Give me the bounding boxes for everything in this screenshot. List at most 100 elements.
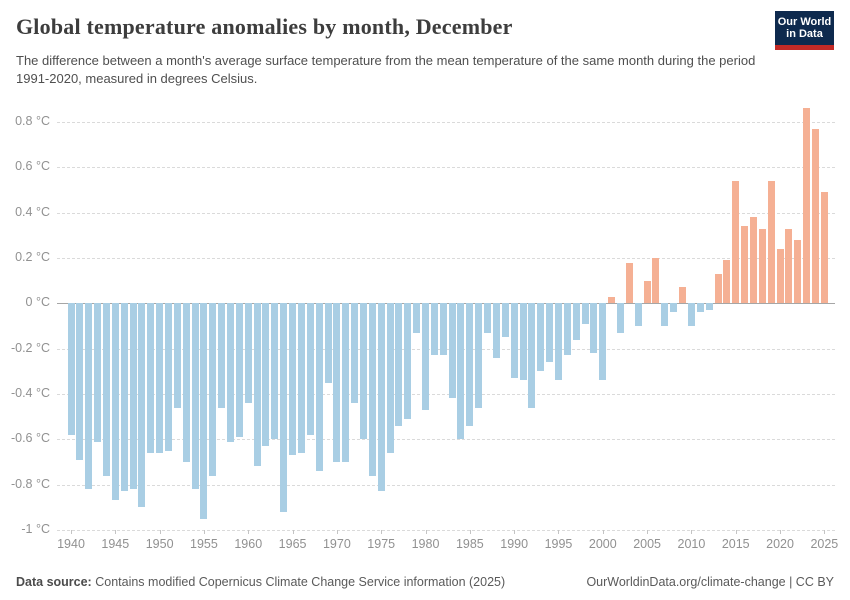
bar-2012[interactable]: [705, 303, 713, 311]
bar-2007[interactable]: [661, 303, 669, 326]
bar-1999[interactable]: [590, 303, 598, 354]
bar-1985[interactable]: [466, 303, 474, 426]
bar-1941[interactable]: [76, 303, 84, 460]
bar-1950[interactable]: [156, 303, 164, 453]
bar-1979[interactable]: [413, 303, 421, 333]
bar-1940[interactable]: [67, 303, 75, 435]
x-axis-tick: [514, 530, 516, 534]
bar-1949[interactable]: [147, 303, 155, 453]
bar-1966[interactable]: [297, 303, 305, 453]
bar-1954[interactable]: [191, 303, 199, 490]
bar-2009[interactable]: [679, 287, 687, 304]
bar-2017[interactable]: [749, 217, 757, 304]
bar-2025[interactable]: [820, 192, 828, 304]
bar-1989[interactable]: [501, 303, 509, 338]
bar-2023[interactable]: [803, 108, 811, 304]
bar-2024[interactable]: [812, 128, 819, 304]
bar-1987[interactable]: [484, 303, 492, 333]
bar-2014[interactable]: [723, 260, 731, 304]
bar-2013[interactable]: [714, 273, 722, 304]
y-axis-label: -0.2 °C: [10, 340, 50, 355]
bar-1961[interactable]: [253, 303, 261, 467]
bar-1978[interactable]: [404, 303, 412, 419]
bar-1986[interactable]: [475, 303, 483, 408]
bar-1942[interactable]: [85, 303, 93, 490]
bar-1967[interactable]: [306, 303, 314, 435]
bar-2010[interactable]: [687, 303, 695, 326]
bar-2000[interactable]: [599, 303, 607, 381]
bar-1963[interactable]: [271, 303, 279, 440]
bar-1952[interactable]: [173, 303, 181, 408]
bar-1973[interactable]: [359, 303, 367, 440]
bar-2021[interactable]: [785, 228, 793, 304]
bar-2006[interactable]: [652, 257, 660, 304]
owid-logo[interactable]: Our World in Data: [775, 11, 834, 50]
bar-1943[interactable]: [94, 303, 102, 442]
bar-2016[interactable]: [741, 226, 749, 304]
x-axis-tick: [735, 530, 737, 534]
bar-2022[interactable]: [794, 239, 802, 304]
x-axis-tick: [469, 530, 471, 534]
bar-2015[interactable]: [732, 180, 740, 304]
bar-1995[interactable]: [554, 303, 562, 381]
footer-credit-link[interactable]: OurWorldinData.org/climate-change | CC B…: [586, 575, 834, 589]
bar-1975[interactable]: [377, 303, 385, 492]
bar-2003[interactable]: [625, 262, 633, 304]
bar-1959[interactable]: [235, 303, 243, 438]
bar-1997[interactable]: [572, 303, 580, 340]
bar-1960[interactable]: [244, 303, 252, 404]
bar-1965[interactable]: [289, 303, 297, 456]
bar-1968[interactable]: [315, 303, 323, 472]
bar-1983[interactable]: [448, 303, 456, 399]
bar-1998[interactable]: [581, 303, 589, 324]
bar-1971[interactable]: [342, 303, 350, 462]
bar-1955[interactable]: [200, 303, 208, 519]
bar-2018[interactable]: [758, 228, 766, 304]
bar-2020[interactable]: [776, 248, 784, 304]
bar-1984[interactable]: [457, 303, 465, 440]
chart-subtitle: The difference between a month's average…: [16, 53, 756, 87]
bar-1996[interactable]: [563, 303, 571, 356]
x-axis-label: 1995: [544, 537, 573, 551]
bar-1953[interactable]: [182, 303, 190, 462]
bar-2011[interactable]: [696, 303, 704, 313]
bar-1948[interactable]: [138, 303, 146, 508]
bar-1969[interactable]: [324, 303, 332, 383]
bar-1958[interactable]: [227, 303, 235, 442]
bar-2002[interactable]: [617, 303, 625, 333]
bar-1962[interactable]: [262, 303, 270, 447]
bar-1988[interactable]: [492, 303, 500, 358]
bar-1946[interactable]: [120, 303, 128, 492]
bar-1993[interactable]: [537, 303, 545, 372]
x-axis-label: 1970: [322, 537, 351, 551]
bar-1947[interactable]: [129, 303, 137, 490]
bar-1957[interactable]: [218, 303, 226, 408]
bar-1944[interactable]: [102, 303, 110, 476]
bar-1977[interactable]: [395, 303, 403, 426]
bar-2005[interactable]: [643, 280, 651, 304]
bar-1991[interactable]: [519, 303, 527, 381]
bar-1974[interactable]: [368, 303, 376, 476]
y-axis-label: -1 °C: [21, 521, 50, 536]
bar-1956[interactable]: [209, 303, 217, 476]
bar-1992[interactable]: [528, 303, 536, 408]
bar-2004[interactable]: [634, 303, 642, 326]
bar-1990[interactable]: [510, 303, 518, 379]
x-axis-label: 2000: [588, 537, 617, 551]
bar-1976[interactable]: [386, 303, 394, 453]
bar-1951[interactable]: [164, 303, 172, 451]
bar-2008[interactable]: [670, 303, 678, 313]
gridline: [57, 167, 835, 169]
bar-1972[interactable]: [351, 303, 359, 404]
bar-2019[interactable]: [767, 180, 775, 304]
owid-logo-line1: Our World: [777, 15, 832, 28]
bar-1982[interactable]: [439, 303, 447, 356]
bar-1970[interactable]: [333, 303, 341, 462]
bar-1945[interactable]: [111, 303, 119, 501]
bar-1981[interactable]: [430, 303, 438, 356]
bar-1964[interactable]: [280, 303, 288, 512]
bar-1994[interactable]: [546, 303, 554, 363]
bar-2001[interactable]: [608, 296, 616, 304]
bar-1980[interactable]: [422, 303, 430, 410]
